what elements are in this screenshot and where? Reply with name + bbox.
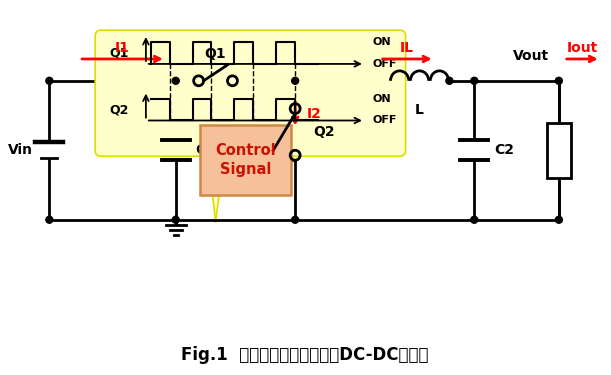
Circle shape [555, 216, 562, 223]
Circle shape [172, 77, 179, 84]
FancyBboxPatch shape [95, 30, 406, 156]
Text: L: L [415, 103, 424, 117]
Circle shape [446, 77, 453, 84]
Text: Q2: Q2 [109, 103, 129, 116]
Text: R: R [554, 143, 564, 157]
Circle shape [291, 77, 299, 84]
Text: IC: IC [205, 105, 219, 118]
Bar [547, 123, 571, 178]
Text: IL: IL [400, 41, 414, 55]
Text: Q1: Q1 [109, 46, 129, 60]
Circle shape [46, 77, 53, 84]
Circle shape [555, 77, 562, 84]
Circle shape [471, 216, 478, 223]
Text: Vout: Vout [513, 49, 549, 63]
Polygon shape [196, 35, 240, 222]
Text: Vin: Vin [9, 143, 34, 157]
Circle shape [172, 216, 179, 223]
Text: C2: C2 [494, 143, 514, 157]
Circle shape [291, 216, 299, 223]
Text: Fig.1  同步整流方式的降压型DC-DC转换器: Fig.1 同步整流方式的降压型DC-DC转换器 [181, 346, 429, 364]
Text: C1: C1 [196, 143, 216, 157]
Text: Iout: Iout [566, 41, 598, 55]
Text: OFF: OFF [373, 59, 397, 69]
Text: Q1: Q1 [205, 47, 226, 61]
Text: ON: ON [373, 37, 392, 47]
Text: I1: I1 [115, 41, 130, 55]
FancyBboxPatch shape [200, 126, 291, 195]
Text: Q2: Q2 [313, 125, 335, 139]
Text: I2: I2 [307, 106, 322, 120]
Text: ON: ON [373, 94, 392, 104]
Text: OFF: OFF [373, 116, 397, 126]
Text: Control
Signal: Control Signal [215, 143, 276, 177]
Circle shape [46, 216, 53, 223]
Circle shape [471, 77, 478, 84]
